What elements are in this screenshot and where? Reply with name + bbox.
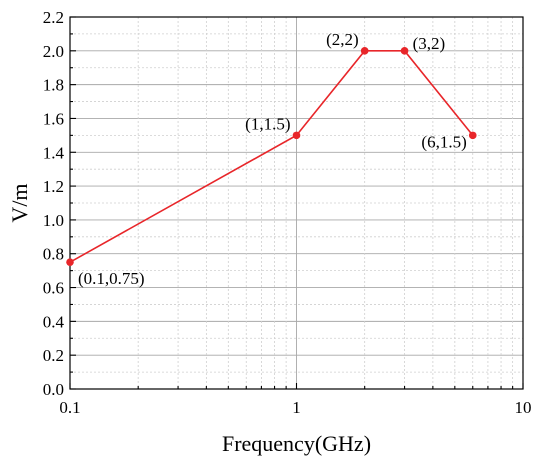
y-tick-label: 0.2	[43, 346, 64, 365]
data-point	[66, 258, 74, 266]
y-tick-label: 2.2	[43, 8, 64, 27]
series-line	[69, 50, 474, 263]
y-tick-label: 0.4	[43, 312, 65, 331]
data-point	[400, 47, 409, 55]
y-tick-label: 0.0	[43, 380, 64, 399]
point-labels: (0.1,0.75) (1,1.5) (2,2) (3,2) (6,1.5)	[78, 30, 467, 288]
y-tick-label: 2.0	[43, 42, 64, 61]
point-label: (3,2)	[413, 34, 446, 53]
point-label: (1,1.5)	[245, 114, 290, 133]
y-tick-label: 1.2	[43, 177, 64, 196]
data-point	[360, 47, 369, 55]
y-tick-label: 1.4	[43, 143, 65, 162]
y-tick-label: 0.6	[43, 279, 64, 298]
series-layer	[66, 47, 477, 266]
y-axis-title: V/m	[7, 183, 32, 222]
x-tick-label: 1	[292, 398, 301, 417]
data-point	[292, 131, 301, 140]
y-tick-label: 1.0	[43, 211, 64, 230]
grid	[69, 16, 524, 390]
data-point	[468, 131, 477, 140]
x-axis-title: Frequency(GHz)	[222, 431, 371, 456]
point-label: (2,2)	[326, 30, 359, 49]
point-label: (6,1.5)	[421, 132, 466, 151]
x-tick-label: 0.1	[59, 398, 80, 417]
y-tick-label: 0.8	[43, 245, 64, 264]
point-label: (0.1,0.75)	[78, 269, 145, 288]
x-tick-label: 10	[515, 398, 532, 417]
y-tick-label: 1.8	[43, 76, 64, 95]
axis-ticks: 0.0 0.2 0.4 0.6 0.8 1.0 1.2 1.4 1.6 1.8 2.0 2.2 0.1 1…	[43, 8, 532, 417]
y-tick-label: 1.6	[43, 109, 64, 128]
